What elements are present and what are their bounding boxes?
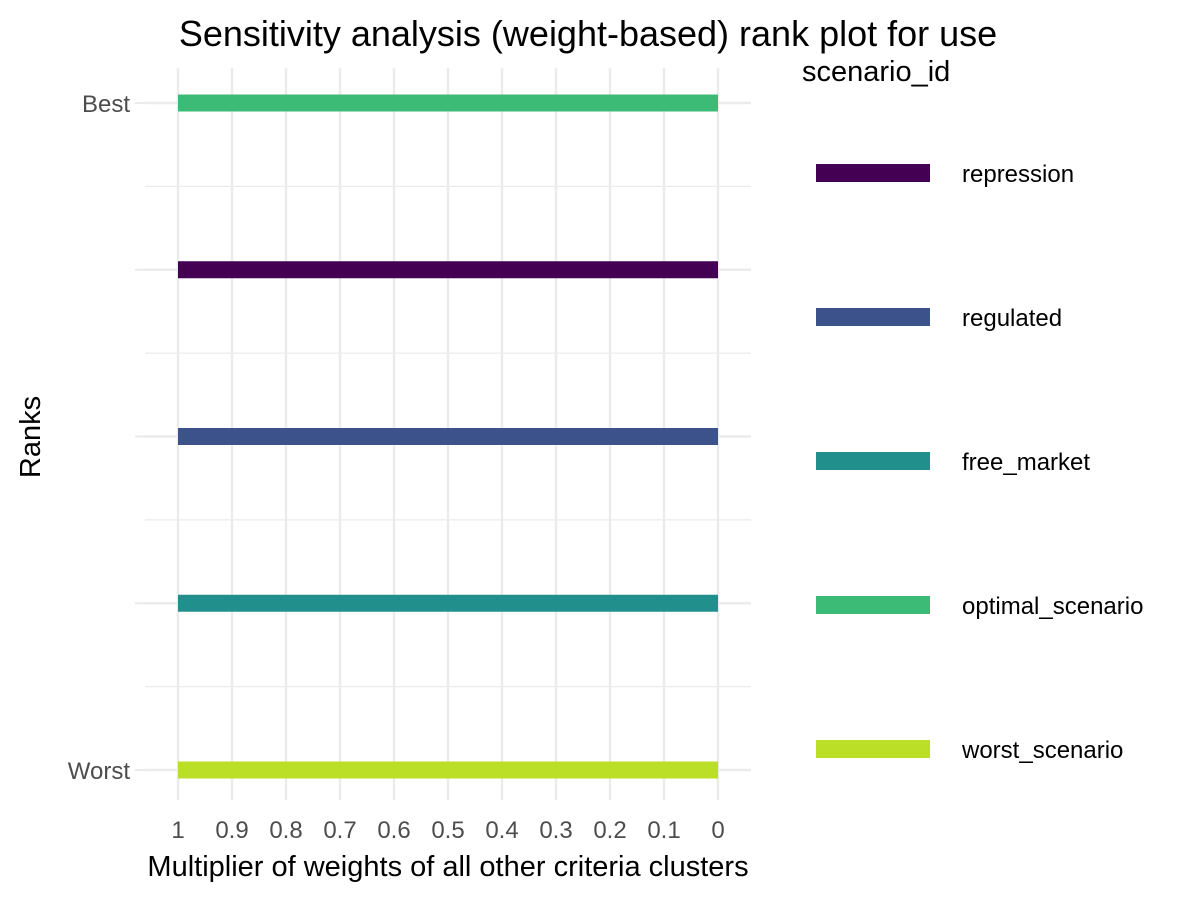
legend-label: free_market bbox=[962, 449, 1090, 476]
legend-key bbox=[816, 596, 930, 614]
x-tick-label: 0.2 bbox=[593, 817, 626, 844]
x-tick-label: 0.3 bbox=[539, 817, 572, 844]
legend-items: repression regulated free_market optimal_sc… bbox=[816, 161, 1143, 764]
legend-item: worst_scenario bbox=[816, 737, 1123, 764]
x-tick-label: 1 bbox=[171, 817, 184, 844]
y-axis-title: Ranks bbox=[15, 396, 47, 478]
y-tick-label: Worst bbox=[68, 758, 131, 785]
x-tick-label: 0.7 bbox=[323, 817, 356, 844]
x-tick-label: 0.5 bbox=[431, 817, 464, 844]
x-axis-ticks: 1 0.9 0.8 0.7 0.6 0.5 0.4 0.3 0.2 0.1 0 bbox=[171, 817, 724, 844]
x-tick-label: 0.1 bbox=[647, 817, 680, 844]
legend: scenario_id repression regulated free_mark… bbox=[802, 56, 1143, 764]
y-tick-label: Best bbox=[82, 91, 130, 118]
legend-label: optimal_scenario bbox=[962, 593, 1143, 620]
x-tick-label: 0 bbox=[711, 817, 724, 844]
legend-title: scenario_id bbox=[802, 56, 950, 88]
x-tick-label: 0.4 bbox=[485, 817, 518, 844]
legend-item: repression bbox=[816, 161, 1074, 188]
legend-key bbox=[816, 164, 930, 182]
series-lines bbox=[178, 94, 718, 779]
legend-item: optimal_scenario bbox=[816, 593, 1143, 620]
y-axis-ticks: Best Worst bbox=[68, 91, 145, 785]
x-tick-label: 0.6 bbox=[377, 817, 410, 844]
chart-title: Sensitivity analysis (weight-based) rank… bbox=[179, 13, 997, 54]
x-tick-label: 0.8 bbox=[269, 817, 302, 844]
legend-item: free_market bbox=[816, 449, 1090, 476]
legend-item: regulated bbox=[816, 305, 1062, 332]
x-axis-title: Multiplier of weights of all other crite… bbox=[147, 851, 748, 883]
legend-key bbox=[816, 452, 930, 470]
legend-label: repression bbox=[962, 161, 1074, 188]
legend-key bbox=[816, 740, 930, 758]
legend-label: regulated bbox=[962, 305, 1062, 332]
legend-label: worst_scenario bbox=[961, 737, 1123, 764]
legend-key bbox=[816, 308, 930, 326]
x-tick-label: 0.9 bbox=[215, 817, 248, 844]
